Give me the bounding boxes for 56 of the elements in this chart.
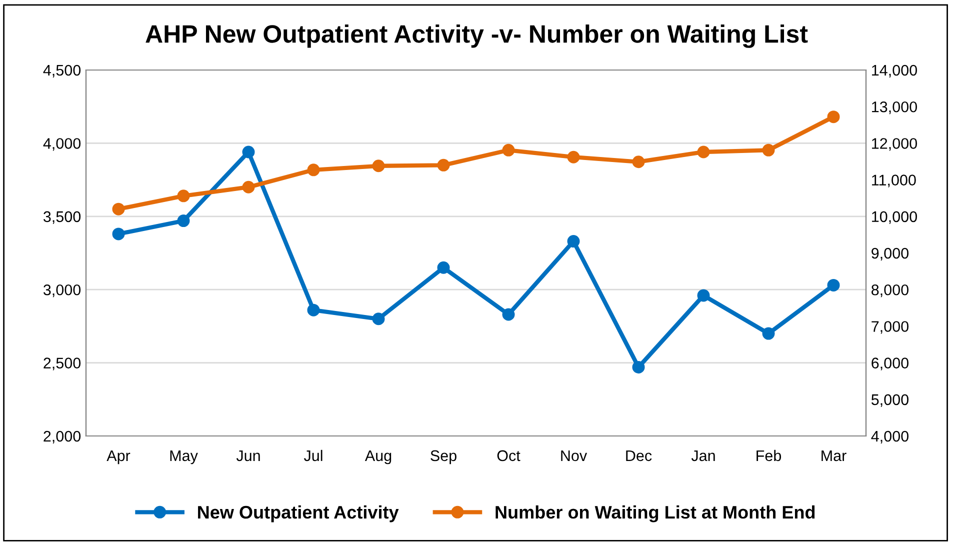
legend-label: Number on Waiting List at Month End — [496, 505, 815, 522]
point — [437, 158, 450, 172]
point — [177, 190, 190, 202]
point — [307, 164, 320, 176]
y-tick-label: 2,000 — [44, 430, 81, 444]
y-tick-label: 4,000 — [43, 138, 81, 151]
y2-tick-label: 11,000 — [872, 174, 916, 188]
point — [827, 278, 840, 292]
y-tick-label: 3,500 — [43, 211, 81, 224]
x-tick-label: Jun — [236, 450, 260, 462]
x-tick-label: Oct — [497, 450, 520, 462]
y2-tick-label: 13,000 — [872, 101, 917, 114]
point — [762, 327, 775, 340]
y2-tick-label: 7,000 — [872, 321, 908, 334]
y2-tick-label: 14,000 — [872, 64, 917, 78]
x-tick-label: Mar — [822, 450, 846, 462]
point — [502, 308, 515, 321]
x-tick-label: Feb — [756, 450, 782, 462]
point — [112, 202, 125, 216]
chart-title: AHP New Outpatient Activity -v- Number on Waiting List — [146, 24, 808, 48]
y2-tick-label: 6,000 — [872, 358, 908, 370]
y-tick-label: 2,500 — [44, 358, 81, 370]
y2-tick-label: 5,000 — [871, 394, 908, 407]
point — [762, 144, 775, 156]
y2-tick-label: 10,000 — [872, 211, 917, 224]
x-tick-label: Jul — [304, 450, 322, 462]
x-tick-label: May — [170, 450, 198, 464]
point — [502, 144, 515, 156]
point — [697, 289, 710, 302]
y2-tick-label: 4,000 — [871, 430, 908, 444]
x-tick-label: Sep — [430, 450, 456, 464]
y-tick-label: 3,000 — [43, 284, 81, 298]
point — [827, 110, 840, 124]
point — [307, 304, 320, 316]
point — [112, 228, 125, 240]
point — [242, 146, 255, 158]
x-tick-label: Jan — [691, 450, 715, 462]
point — [697, 146, 710, 158]
legend-label: New Outpatient Activity — [198, 505, 399, 522]
x-tick-label: Dec — [626, 450, 652, 462]
x-tick-label: Apr — [106, 450, 130, 464]
y2-tick-label: 12,000 — [872, 138, 917, 151]
y-tick-label: 4,500 — [43, 64, 81, 78]
y2-tick-label: 8,000 — [872, 284, 908, 298]
x-tick-label: Aug — [364, 450, 392, 464]
point — [567, 150, 580, 164]
x-tick-label: Nov — [561, 450, 588, 462]
y2-tick-label: 9,000 — [872, 248, 908, 260]
point — [242, 180, 255, 194]
point — [632, 360, 645, 374]
point — [632, 156, 645, 168]
point — [567, 235, 580, 248]
point — [177, 214, 190, 228]
point — [372, 160, 385, 172]
point — [372, 312, 385, 326]
point — [437, 261, 450, 274]
